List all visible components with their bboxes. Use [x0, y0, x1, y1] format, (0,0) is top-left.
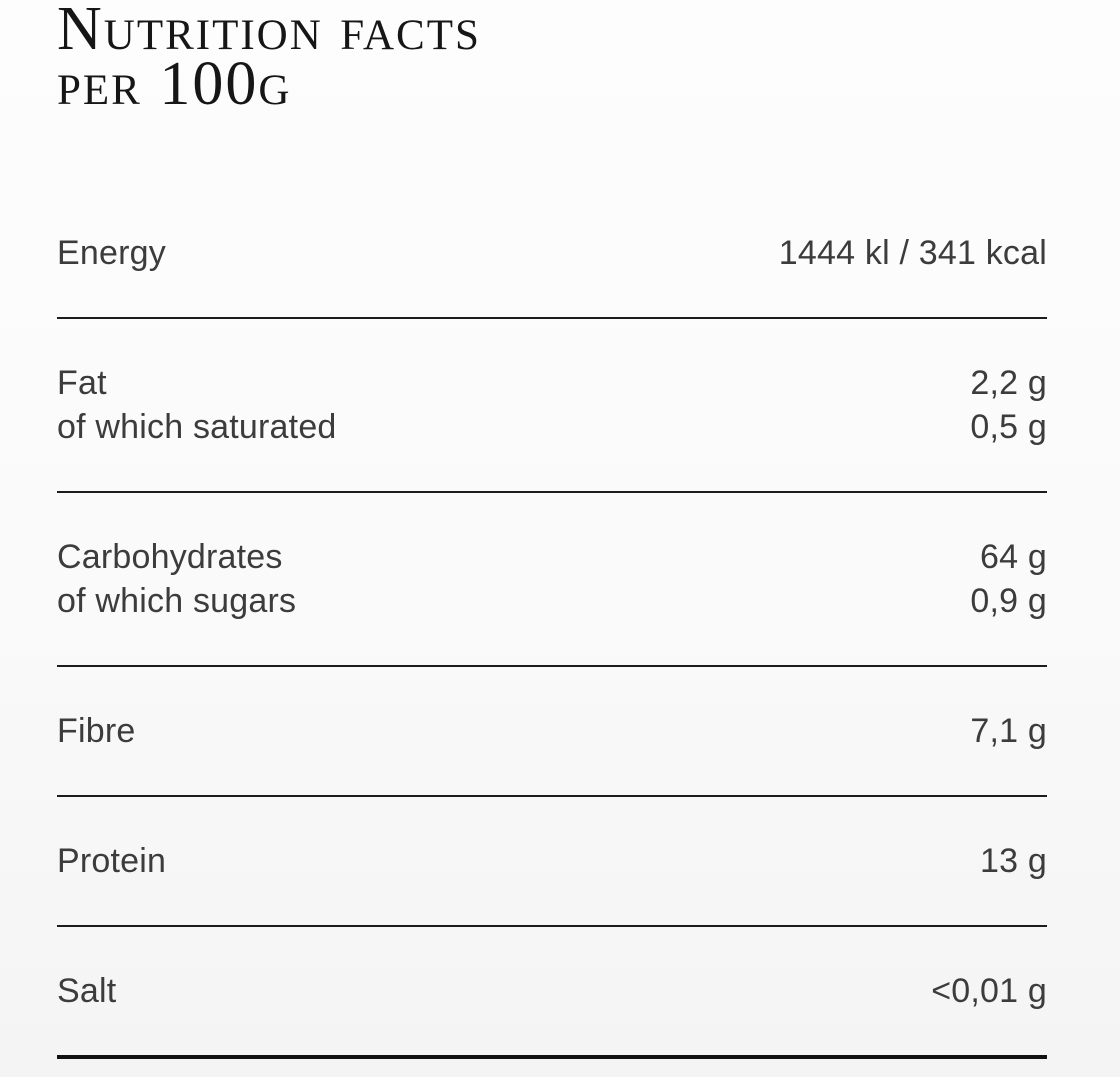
table-row-fibre: Fibre 7,1 g	[57, 667, 1047, 797]
row-label: Salt	[57, 972, 117, 1010]
row-value: 1444 kl / 341 kcal	[778, 234, 1047, 272]
table-row-fat: Fat 2,2 g of which saturated 0,5 g	[57, 319, 1047, 493]
row-value: 7,1 g	[970, 712, 1047, 750]
row-sublabel: of which sugars	[57, 582, 297, 620]
table-line: Protein 13 g	[57, 839, 1047, 883]
table-row-protein: Protein 13 g	[57, 797, 1047, 927]
row-value: 64 g	[980, 538, 1047, 576]
table-row-energy: Energy 1444 kl / 341 kcal	[57, 231, 1047, 319]
nutrition-table: Energy 1444 kl / 341 kcal Fat 2,2 g of w…	[57, 231, 1047, 1059]
row-subvalue: 0,9 g	[970, 582, 1047, 620]
table-line: Salt <0,01 g	[57, 969, 1047, 1013]
row-label: Fibre	[57, 712, 136, 750]
page-title: Nutrition facts per 100g	[57, 0, 1047, 118]
table-line: Energy 1444 kl / 341 kcal	[57, 231, 1047, 275]
row-label: Fat	[57, 364, 107, 402]
title-line-1: Nutrition facts	[57, 0, 481, 63]
row-sublabel: of which saturated	[57, 408, 337, 446]
row-value: 2,2 g	[970, 364, 1047, 402]
table-row-salt: Salt <0,01 g	[57, 927, 1047, 1059]
table-row-carbohydrates: Carbohydrates 64 g of which sugars 0,9 g	[57, 493, 1047, 667]
table-line: Fibre 7,1 g	[57, 709, 1047, 753]
row-label: Carbohydrates	[57, 538, 283, 576]
table-line: Carbohydrates 64 g	[57, 535, 1047, 579]
row-label: Protein	[57, 842, 167, 880]
row-label: Energy	[57, 234, 166, 272]
row-value: <0,01 g	[931, 972, 1047, 1010]
table-subline: of which sugars 0,9 g	[57, 579, 1047, 623]
row-value: 13 g	[980, 842, 1047, 880]
title-line-2: per 100g	[57, 50, 292, 118]
table-line: Fat 2,2 g	[57, 361, 1047, 405]
row-subvalue: 0,5 g	[970, 408, 1047, 446]
table-subline: of which saturated 0,5 g	[57, 405, 1047, 449]
